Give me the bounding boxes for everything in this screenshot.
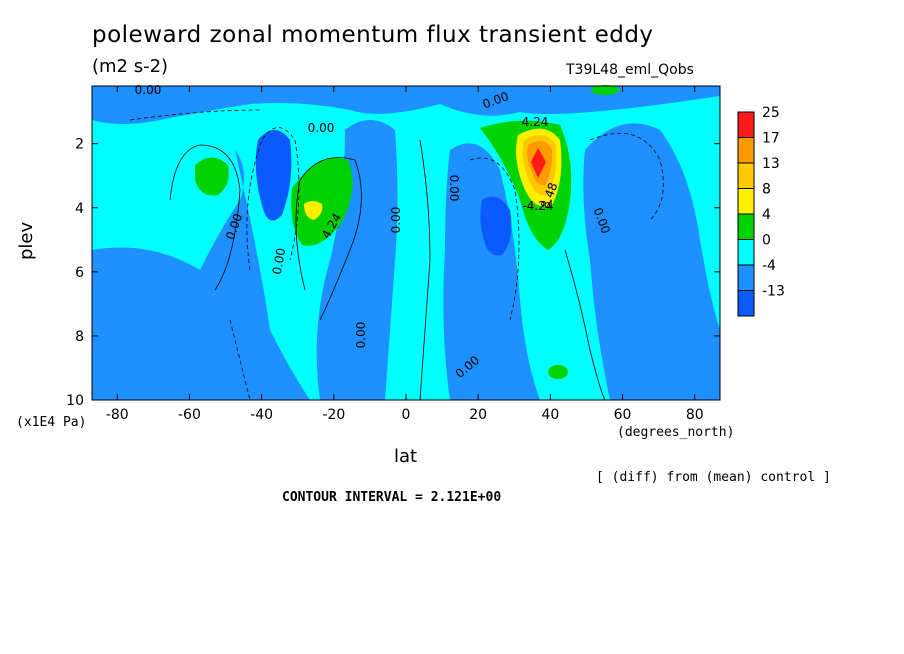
region-pos-55s xyxy=(195,157,229,196)
colorbar-label: 4 xyxy=(762,207,771,223)
contour-line xyxy=(419,139,431,401)
contour-label: 0.00 xyxy=(135,83,162,97)
x-axis-units: (degrees_north) xyxy=(617,425,735,440)
core-pos-25s xyxy=(304,201,323,220)
region-neg-lower-left xyxy=(92,150,310,400)
colorbar-swatch xyxy=(737,290,755,317)
core-neg-40s xyxy=(255,130,292,221)
contour-line xyxy=(129,109,261,121)
contour-lines xyxy=(129,109,664,401)
plot-fill xyxy=(92,85,720,401)
contour-line xyxy=(295,157,362,321)
colorbar-swatch xyxy=(737,137,755,164)
contour-line xyxy=(169,144,241,291)
y-axis-units: (x1E4 Pa) xyxy=(16,415,87,430)
colorbar-label: -4 xyxy=(762,258,776,274)
core-red-38n xyxy=(531,148,546,178)
contour-interval: CONTOUR INTERVAL = 2.121E+00 xyxy=(282,490,502,505)
colorbar-label: 8 xyxy=(762,182,771,198)
contour-label: 0.00 xyxy=(447,175,461,202)
contour-line xyxy=(229,319,251,401)
dataset-label: T39L48_eml_Qobs xyxy=(566,62,694,78)
x-tick-label: 20 xyxy=(469,407,487,423)
contour-line xyxy=(564,249,606,401)
colorbar-label: 25 xyxy=(762,105,780,121)
x-tick-label: -80 xyxy=(106,407,129,423)
y-tick-label: 6 xyxy=(75,265,84,281)
region-pos-42n-low xyxy=(548,365,568,379)
y-tick-label: 10 xyxy=(66,393,84,409)
region-neg-right xyxy=(583,123,720,401)
contour-line xyxy=(246,127,300,271)
colorbar-swatch xyxy=(737,239,755,266)
colorbar: 25 17 13 8 4 0 -4 -13 xyxy=(737,105,785,317)
contour-line xyxy=(469,157,520,321)
colorbar-swatch xyxy=(737,264,755,291)
contour-label: 0.00 xyxy=(354,322,368,349)
axes: -80 -60 -40 -20 0 20 40 60 80 2 4 6 8 10 xyxy=(66,86,720,423)
colorbar-swatch xyxy=(737,162,755,189)
y-tick-label: 8 xyxy=(75,329,84,345)
contour-label: 0.00 xyxy=(308,121,335,135)
colorbar-swatch xyxy=(737,213,755,240)
diff-note: [ (diff) from (mean) control ] xyxy=(596,470,831,485)
colorbar-label: -13 xyxy=(762,284,785,300)
region-pos-25s xyxy=(291,157,353,246)
x-tick-label: -40 xyxy=(250,407,273,423)
x-tick-label: 0 xyxy=(402,407,411,423)
contour-label: 4.24 xyxy=(522,115,549,129)
colorbar-label: 0 xyxy=(762,233,771,249)
x-axis-label: lat xyxy=(394,446,418,467)
colorbar-label: 17 xyxy=(762,131,780,147)
region-pos-top xyxy=(591,85,619,95)
contour-label: 0.00 xyxy=(389,207,403,234)
region-neg-top xyxy=(92,86,720,124)
x-tick-label: -60 xyxy=(178,407,201,423)
y-tick-label: 4 xyxy=(75,201,84,217)
contour-label: -4.24 xyxy=(522,199,553,213)
x-tick-label: -20 xyxy=(322,407,345,423)
chart-title: poleward zonal momentum flux transient e… xyxy=(92,22,654,48)
region-neg-20n xyxy=(443,143,540,401)
colorbar-label: 13 xyxy=(762,156,780,172)
contour-label: 0.00 xyxy=(270,247,288,276)
y-tick-label: 2 xyxy=(75,137,84,153)
region-neg-center xyxy=(316,120,398,400)
x-tick-label: 60 xyxy=(614,407,632,423)
contour-line xyxy=(589,133,664,221)
x-tick-label: 40 xyxy=(541,407,559,423)
core-neg-25n xyxy=(480,196,512,256)
colorbar-swatch xyxy=(737,111,755,138)
colorbar-swatch xyxy=(737,188,755,215)
x-tick-label: 80 xyxy=(686,407,704,423)
chart-units: (m2 s-2) xyxy=(92,56,169,77)
